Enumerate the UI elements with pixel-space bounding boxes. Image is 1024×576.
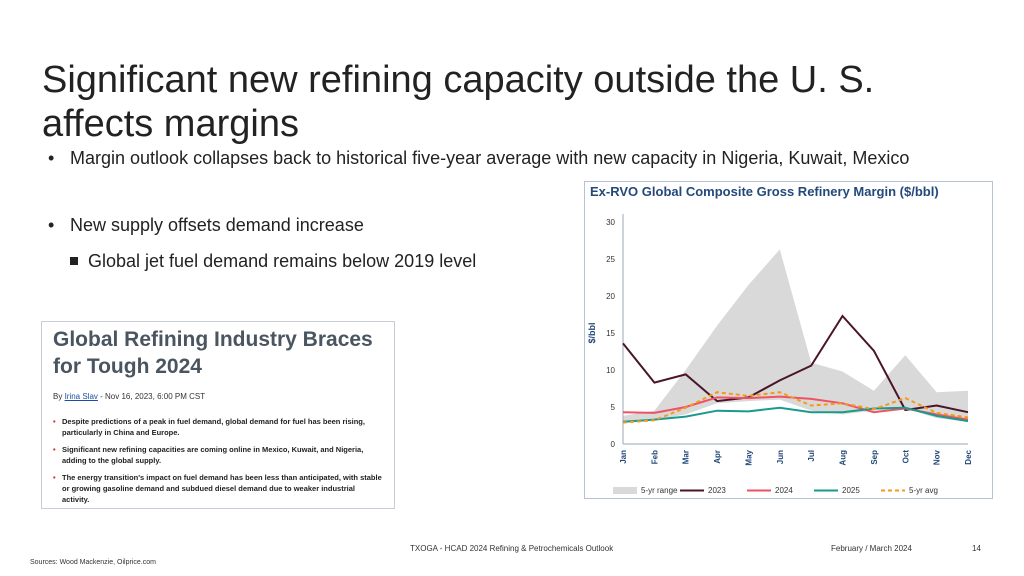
legend-label: 5-yr range xyxy=(641,486,678,495)
bullet-dot: • xyxy=(48,148,55,168)
chart-svg: Ex-RVO Global Composite Gross Refinery M… xyxy=(587,184,973,495)
page-number: 14 xyxy=(972,544,981,553)
byline-date: - Nov 16, 2023, 6:00 PM CST xyxy=(97,392,206,401)
y-axis-label: $/bbl xyxy=(587,322,597,343)
article-point: • The energy transition's impact on fuel … xyxy=(53,472,383,505)
article-point: • Significant new refining capacities are… xyxy=(53,444,383,466)
article-byline: By Irina Slav - Nov 16, 2023, 6:00 PM CS… xyxy=(53,392,205,401)
article-point-text: Significant new refining capacities are … xyxy=(62,445,364,465)
x-tick-label: Aug xyxy=(839,450,848,466)
legend-label: 2025 xyxy=(842,486,860,495)
footer-event: TXOGA - HCAD 2024 Refining & Petrochemic… xyxy=(410,544,614,553)
legend-label: 5-yr avg xyxy=(909,486,938,495)
bullet-item: • New supply offsets demand increase xyxy=(48,210,364,240)
y-tick-label: 0 xyxy=(611,440,616,449)
article-title: Global Refining Industry Braces for Toug… xyxy=(53,328,373,378)
sub-bullet-item: Global jet fuel demand remains below 201… xyxy=(70,246,476,276)
x-tick-label: Jun xyxy=(776,450,785,464)
x-tick-label: Feb xyxy=(650,450,659,464)
refinery-margin-chart: Ex-RVO Global Composite Gross Refinery M… xyxy=(584,181,993,499)
range-band-area xyxy=(623,249,968,424)
article-key-points: • Despite predictions of a peak in fuel d… xyxy=(53,416,383,511)
slide-title: Significant new refining capacity outsid… xyxy=(42,59,875,145)
x-tick-label: Sep xyxy=(870,450,879,465)
byline-prefix: By xyxy=(53,392,65,401)
y-tick-label: 25 xyxy=(606,255,615,264)
y-tick-label: 20 xyxy=(606,292,615,301)
sources-note: Sources: Wood Mackenzie, Oilprice.com xyxy=(30,559,156,566)
x-tick-label: Jan xyxy=(619,450,628,464)
legend-label: 2024 xyxy=(775,486,793,495)
x-tick-label: May xyxy=(744,449,753,465)
red-bullet-icon: • xyxy=(53,417,56,426)
red-bullet-icon: • xyxy=(53,473,56,482)
article-point: • Despite predictions of a peak in fuel d… xyxy=(53,416,383,438)
y-tick-label: 10 xyxy=(606,366,615,375)
sub-bullet-text: Global jet fuel demand remains below 201… xyxy=(88,251,477,271)
legend-swatch xyxy=(613,487,637,494)
y-tick-label: 5 xyxy=(611,403,616,412)
article-point-text: The energy transition's impact on fuel d… xyxy=(62,473,382,504)
bullet-dot: • xyxy=(48,215,55,235)
article-point-text: Despite predictions of a peak in fuel de… xyxy=(62,417,365,437)
series-line-2025 xyxy=(622,406,969,423)
series-line-5-yr-avg xyxy=(622,391,969,424)
square-bullet-icon xyxy=(70,257,78,265)
author-link[interactable]: Irina Slav xyxy=(64,392,98,401)
bullet-text: Margin outlook collapses back to histori… xyxy=(70,148,910,168)
y-tick-label: 15 xyxy=(606,329,615,338)
chart-title: Ex-RVO Global Composite Gross Refinery M… xyxy=(590,184,939,199)
article-clipping: Global Refining Industry Braces for Toug… xyxy=(41,321,395,509)
x-tick-label: Apr xyxy=(713,450,722,464)
red-bullet-icon: • xyxy=(53,445,56,454)
bullet-item: • Margin outlook collapses back to histo… xyxy=(48,140,928,176)
x-tick-label: Dec xyxy=(964,449,973,464)
x-tick-label: Oct xyxy=(901,450,910,464)
y-tick-label: 30 xyxy=(606,218,615,227)
x-tick-label: Mar xyxy=(682,450,691,464)
x-tick-label: Nov xyxy=(933,449,942,465)
x-tick-label: Jul xyxy=(807,450,816,462)
legend-label: 2023 xyxy=(708,486,726,495)
footer-date: February / March 2024 xyxy=(831,544,912,553)
bullet-text: New supply offsets demand increase xyxy=(70,215,364,235)
